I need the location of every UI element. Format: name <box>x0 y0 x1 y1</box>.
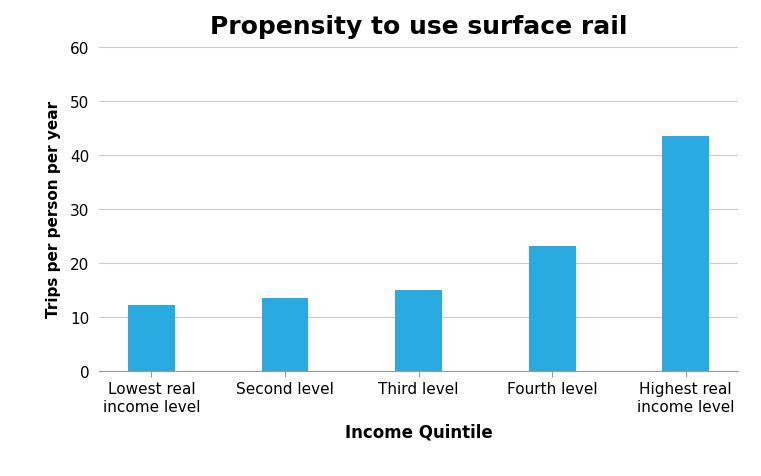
X-axis label: Income Quintile: Income Quintile <box>345 422 492 440</box>
Y-axis label: Trips per person per year: Trips per person per year <box>46 101 62 318</box>
Bar <box>662 137 709 371</box>
Bar <box>128 306 175 371</box>
Bar <box>262 298 308 371</box>
Title: Propensity to use surface rail: Propensity to use surface rail <box>210 15 627 39</box>
Bar <box>395 290 442 371</box>
Bar <box>529 246 575 371</box>
